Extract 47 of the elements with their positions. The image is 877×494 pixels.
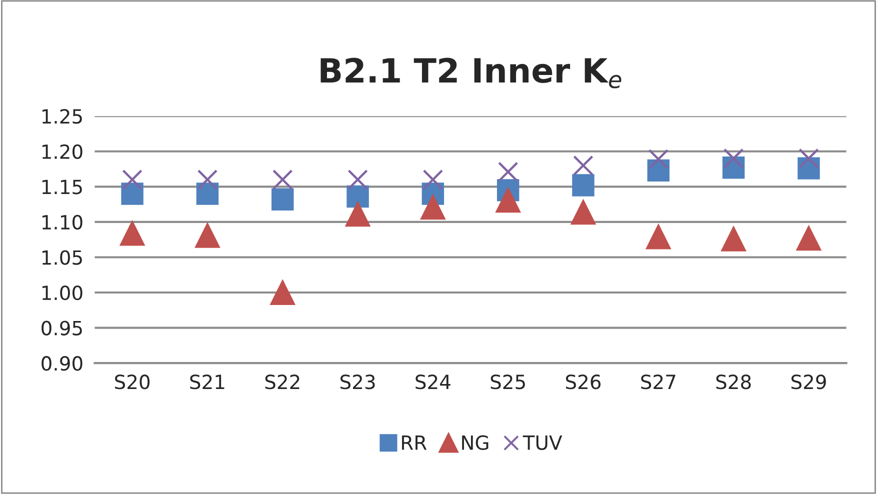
x-tick-label: S22 (265, 374, 300, 390)
point (345, 202, 370, 227)
legend-label: RR (402, 436, 427, 450)
point (498, 162, 518, 182)
point (796, 226, 822, 251)
point (721, 226, 746, 252)
point (272, 188, 294, 210)
x-tick-label: S29 (791, 374, 826, 390)
legend-label: TUV (522, 436, 562, 450)
y-tick-label: 1.20 (42, 144, 82, 160)
point (272, 169, 293, 190)
point (496, 188, 521, 213)
x-tick-label: S26 (566, 374, 601, 390)
point (196, 182, 219, 205)
y-tick-label: 1.15 (42, 180, 82, 194)
point (420, 194, 446, 220)
y-tick-label: 0.90 (42, 356, 82, 371)
point (120, 220, 145, 246)
x-tick-label: S23 (340, 374, 375, 390)
y-tick-label: 1.25 (42, 109, 82, 124)
point (122, 169, 142, 190)
point (121, 182, 144, 205)
point (194, 222, 220, 248)
point (573, 155, 594, 176)
y-tick-label: 1.05 (42, 250, 82, 265)
x-tick-label: S20 (115, 374, 150, 390)
x-tick-label: S24 (416, 374, 450, 390)
x-tick-label: S25 (490, 374, 525, 390)
chart-title: B2.1 T2 Inner K$_{e}$ (320, 58, 622, 88)
y-tick-label: 1.00 (42, 285, 82, 300)
point (348, 169, 368, 190)
legend-label: NG (462, 435, 488, 450)
point (270, 280, 296, 306)
point (572, 174, 594, 196)
x-tick-label: S27 (641, 374, 676, 390)
x-tick-label: S28 (716, 374, 751, 390)
point (798, 148, 819, 169)
point (422, 169, 444, 190)
point (648, 149, 669, 170)
point (197, 169, 218, 190)
point (346, 185, 369, 208)
y-tick-label: 0.95 (42, 320, 82, 336)
point (723, 148, 744, 169)
x-tick-label: S21 (190, 374, 224, 390)
y-tick-label: 1.10 (42, 214, 82, 230)
point (646, 224, 671, 250)
point (570, 200, 596, 225)
